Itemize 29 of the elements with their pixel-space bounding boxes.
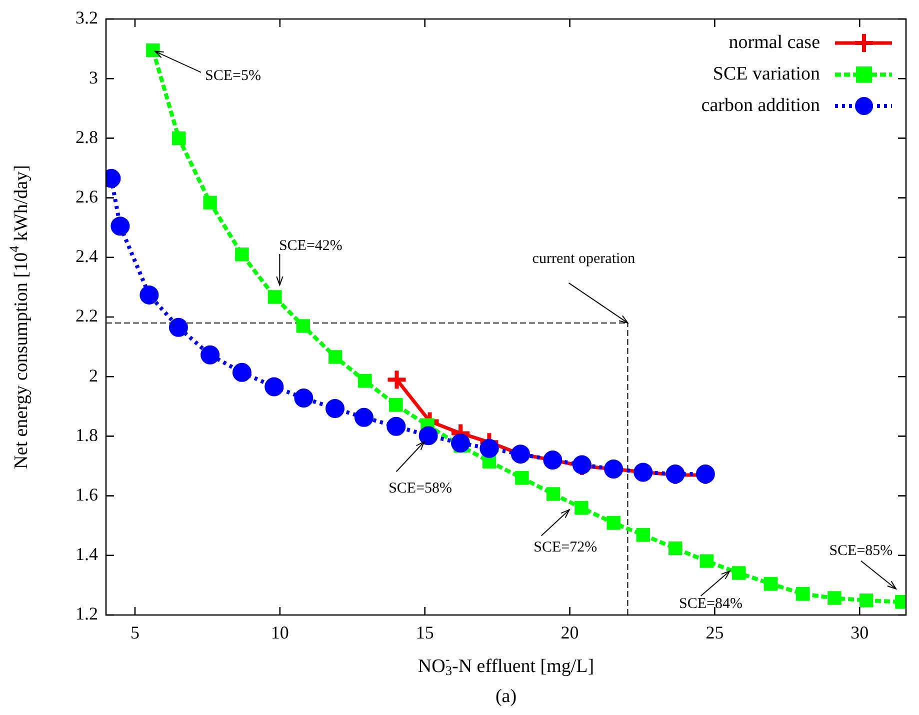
annotation: current operation [532, 250, 636, 267]
y-tick-label: 3 [89, 67, 98, 88]
y-tick-label: 1.8 [76, 424, 98, 445]
legend-label: normal case [728, 32, 820, 53]
y-tick-label: 3.2 [76, 8, 98, 28]
annotation: SCE=85% [829, 542, 893, 559]
x-tick-label: 25 [706, 622, 724, 643]
y-tick-label: 1.2 [76, 604, 98, 624]
y-axis-title: Net energy consumption [104 kWh/day] [6, 165, 32, 469]
y-tick-label: 2 [89, 365, 98, 386]
y-tick-label: 1.4 [76, 544, 98, 564]
x-tick-label: 5 [130, 622, 140, 643]
annotation: SCE=58% [388, 480, 452, 497]
text: (a) [495, 686, 517, 707]
x-tick-label: 30 [850, 622, 869, 643]
y-tick-label: 2.4 [76, 246, 98, 266]
legend-label: carbon addition [701, 94, 820, 116]
y-tick-label: 2.6 [76, 186, 98, 207]
y-tick-label: 2.8 [76, 126, 98, 147]
annotation: SCE=42% [278, 238, 342, 254]
x-tick-label: 10 [270, 622, 289, 643]
annotation: SCE=84% [679, 596, 742, 612]
legend-label: SCE variation [712, 63, 820, 84]
annotation: SCE=72% [534, 540, 598, 556]
y-tick-label: 1.6 [76, 484, 98, 505]
annotation: SCE=5% [204, 68, 261, 84]
x-tick-label: 20 [560, 622, 579, 643]
x-tick-label: 15 [416, 622, 434, 643]
y-tick-label: 2.2 [76, 306, 98, 326]
